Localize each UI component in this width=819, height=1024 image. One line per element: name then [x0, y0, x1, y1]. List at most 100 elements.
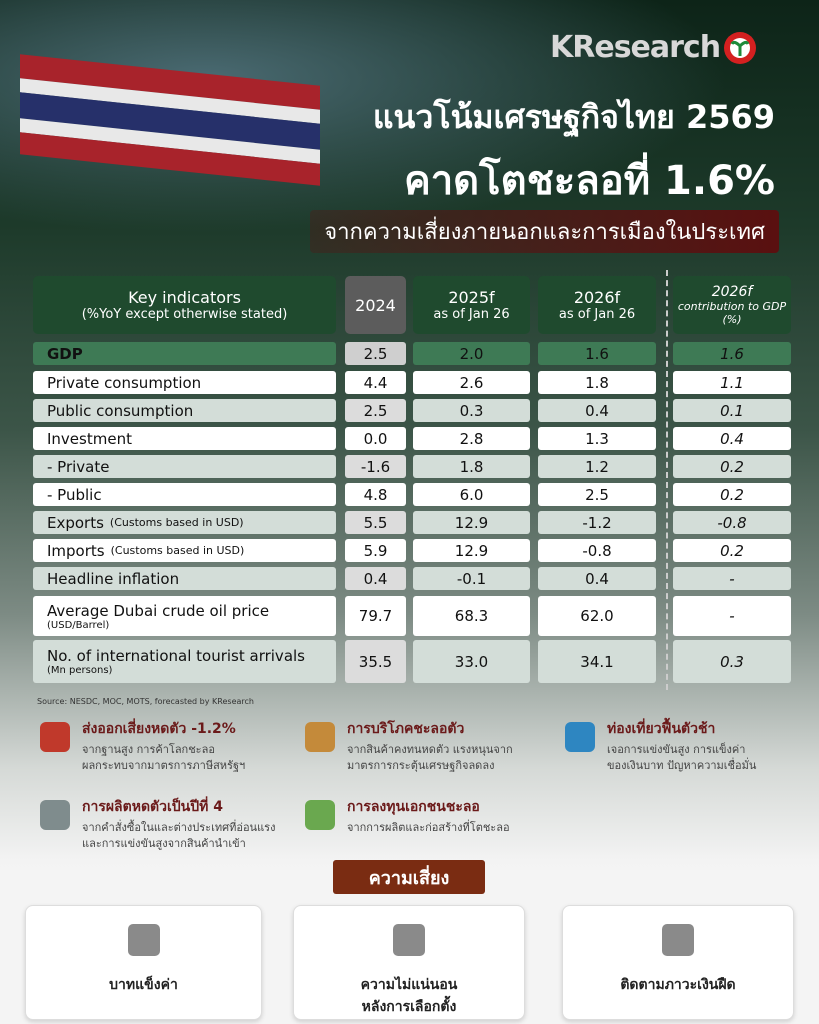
row-label: Headline inflation	[33, 567, 336, 590]
table-cell: 6.0	[413, 483, 530, 506]
table-cell: 2.0	[413, 342, 530, 365]
risk-card: บาทแข็งค่า	[25, 905, 262, 1020]
column-sublabel: as of Jan 26	[558, 307, 636, 322]
row-label: No. of international tourist arrivals (Mn…	[33, 640, 336, 683]
row-label-text: Imports	[47, 541, 105, 560]
row-label-text: No. of international tourist arrivals	[47, 647, 305, 665]
highlight-title: ส่งออกเสี่ยงหดตัว -1.2%	[82, 721, 236, 737]
risk-title: ความเสี่ยง	[333, 860, 485, 894]
table-cell: 33.0	[413, 640, 530, 683]
row-label: Investment	[33, 427, 336, 450]
table-cell: 2.5	[538, 483, 656, 506]
table-cell: 4.8	[345, 483, 406, 506]
highlight-title: การบริโภคชะลอตัว	[347, 721, 465, 737]
highlight-title: ท่องเที่ยวฟื้นตัวช้า	[607, 721, 716, 737]
risk-line: ความไม่แน่นอน	[360, 977, 458, 993]
table-cell: 4.4	[345, 371, 406, 394]
highlight-icon	[305, 722, 335, 752]
table-cell: 0.0	[345, 427, 406, 450]
column-sublabel: as of Jan 26	[433, 307, 510, 322]
table-cell: 0.4	[345, 567, 406, 590]
table-cell: 1.8	[413, 455, 530, 478]
highlight-icon	[565, 722, 595, 752]
row-label-text: GDP	[47, 344, 83, 363]
risk-icon	[393, 924, 425, 956]
column-label: Key indicators	[128, 288, 241, 307]
row-label: - Public	[33, 483, 336, 506]
table-cell: 0.1	[673, 399, 791, 422]
risk-text: บาทแข็งค่า	[109, 974, 178, 996]
table-cell: 62.0	[538, 596, 656, 636]
highlight-title: การผลิตหดตัวเป็นปีที่ 4	[82, 799, 223, 815]
title: แนวโน้มเศรษฐกิจไทย 2569	[372, 98, 775, 136]
risk-card: ความไม่แน่นอนหลังการเลือกตั้ง	[293, 905, 525, 1020]
table-cell: 35.5	[345, 640, 406, 683]
table-cell: 1.6	[538, 342, 656, 365]
table-cell: 12.9	[413, 539, 530, 562]
table-cell: 2.8	[413, 427, 530, 450]
column-sublabel: contribution to GDP (%)	[677, 300, 787, 326]
risk-line: หลังการเลือกตั้ง	[361, 999, 457, 1015]
row-label: Exports (Customs based in USD)	[33, 511, 336, 534]
highlight-icon	[40, 722, 70, 752]
risk-icon	[662, 924, 694, 956]
column-label: 2026f	[573, 288, 621, 307]
column-header: 2024	[345, 276, 406, 334]
logo-icon	[724, 32, 756, 64]
source: Source: NESDC, MOC, MOTS, forecasted by …	[37, 697, 254, 706]
table-cell: 0.2	[673, 455, 791, 478]
row-label: Average Dubai crude oil price (USD/Barrel…	[33, 596, 336, 636]
table-cell: -0.1	[413, 567, 530, 590]
highlight-text: จากคำสั่งซื้อในและต่างประเทศที่อ่อนแรง	[82, 821, 276, 834]
table-cell: 0.4	[538, 567, 656, 590]
column-label: 2025f	[448, 288, 495, 307]
row-label: Private consumption	[33, 371, 336, 394]
highlight-text: จากฐานสูง การค้าโลกชะลอ	[82, 743, 215, 756]
row-label: Imports (Customs based in USD)	[33, 539, 336, 562]
row-label-text: Private consumption	[47, 373, 202, 392]
table-cell: 0.2	[673, 483, 791, 506]
table-cell: 0.4	[538, 399, 656, 422]
table-cell: 1.6	[673, 342, 791, 365]
highlight-text: เจอการแข่งขันสูง การแข็งค่า	[607, 743, 746, 756]
table-cell: 1.1	[673, 371, 791, 394]
table-cell: 5.9	[345, 539, 406, 562]
highlight-text: ผลกระทบจากมาตรการภาษีสหรัฐฯ	[82, 759, 246, 772]
column-header: 2026f contribution to GDP (%)	[673, 276, 791, 334]
row-note: (Customs based in USD)	[109, 516, 244, 529]
highlight-text: จากสินค้าคงทนหดตัว แรงหนุนจาก	[347, 743, 513, 756]
row-note: (USD/Barrel)	[47, 619, 110, 631]
table-cell: 2.5	[345, 399, 406, 422]
highlight-text: และการแข่งขันสูงจากสินค้านำเข้า	[82, 837, 246, 850]
table-cell: 2.5	[345, 342, 406, 365]
column-header: Key indicators (%YoY except otherwise sta…	[33, 276, 336, 334]
table-cell: 34.1	[538, 640, 656, 683]
table-cell: 0.3	[413, 399, 530, 422]
column-label: 2024	[355, 295, 396, 315]
row-label-text: Investment	[47, 429, 132, 448]
highlight-icon	[40, 800, 70, 830]
table-cell: -	[673, 596, 791, 636]
row-label-text: Average Dubai crude oil price	[47, 601, 270, 620]
table-cell: 68.3	[413, 596, 530, 636]
risk-icon	[127, 924, 160, 956]
row-label: Public consumption	[33, 399, 336, 422]
table-cell: -1.6	[345, 455, 406, 478]
brand-logo: KResearch	[550, 30, 721, 65]
row-label-text: - Public	[47, 485, 102, 504]
row-label-text: Exports	[47, 513, 104, 532]
risk-line: บาทแข็งค่า	[109, 977, 178, 993]
subtitle: จากความเสี่ยงภายนอกและการเมืองในประเทศ	[310, 210, 779, 253]
table-cell: 0.4	[673, 427, 791, 450]
table-cell: 2.6	[413, 371, 530, 394]
table-cell: 79.7	[345, 596, 406, 636]
table-cell: -0.8	[673, 511, 791, 534]
table-cell: 1.8	[538, 371, 656, 394]
highlight-icon	[305, 800, 335, 830]
risk-text: ติดตามภาวะเงินฝืด	[620, 974, 735, 996]
row-label: GDP	[33, 342, 336, 365]
table-cell: -	[673, 567, 791, 590]
row-label-text: Headline inflation	[47, 569, 180, 588]
risk-line: ติดตามภาวะเงินฝืด	[620, 977, 736, 993]
row-label-text: Public consumption	[47, 401, 194, 420]
